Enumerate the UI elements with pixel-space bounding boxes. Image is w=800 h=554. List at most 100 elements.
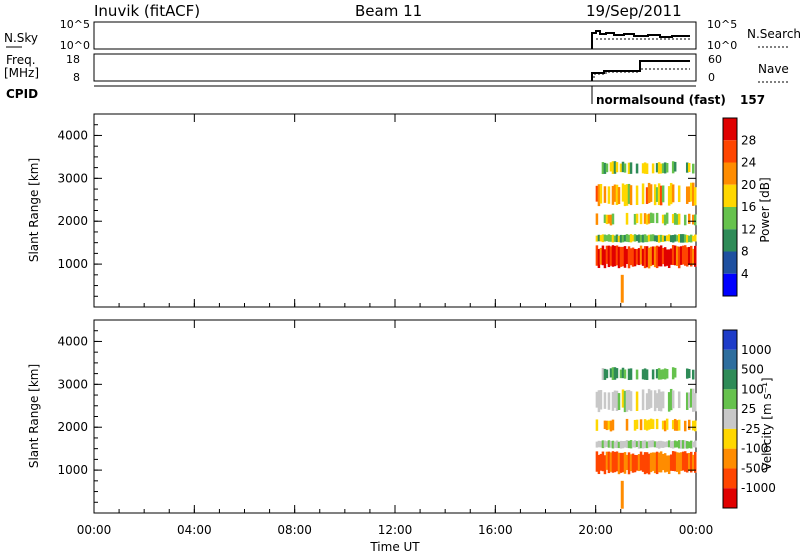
power-echo-cell [645, 163, 649, 174]
power-echo-cell [673, 245, 677, 266]
power-echo-cell [669, 182, 673, 205]
power-echo-cell [693, 214, 697, 226]
power-echo-cell [635, 163, 639, 174]
velocity-echo-cell [671, 390, 675, 409]
velocity-echo-cell [685, 392, 689, 410]
y-tick-label: 3000 [57, 171, 88, 185]
power-echo-cell [663, 162, 667, 174]
power-echo-cell [605, 245, 609, 264]
y-tick-label: 1000 [57, 463, 88, 477]
colorbar-tick-label: 500 [741, 363, 764, 377]
power-echo-cell [693, 187, 697, 206]
velocity-echo-cell [635, 455, 639, 471]
velocity-echo-cell [601, 451, 605, 472]
colorbar-tick-label: 28 [741, 133, 756, 147]
power-echo-cell [609, 234, 613, 242]
power-echo-cell [683, 234, 687, 243]
colorbar-segment [723, 448, 737, 469]
power-echo-cell [635, 235, 639, 242]
velocity-echo-cell [693, 393, 697, 412]
power-echo-cell [615, 234, 619, 243]
power-echo-cell [685, 186, 689, 204]
y-tick-label: 4000 [57, 128, 88, 142]
velocity-panel: 4000 3000 2000 1000 Slant Range [km] 1000 50… [27, 319, 776, 514]
power-echo-cell [665, 212, 669, 224]
power-echo-cell [619, 246, 623, 267]
velocity-ylabel: Slant Range [km] [27, 364, 41, 468]
noise-tick-low: 10^0 [60, 39, 90, 52]
power-echo-cell [627, 246, 631, 269]
power-ylabel: Slant Range [km] [27, 158, 41, 262]
velocity-echo-cell [603, 455, 607, 475]
velocity-echo-cell [617, 441, 621, 449]
velocity-echo-cell [659, 440, 663, 448]
velocity-echo-cell [615, 390, 619, 412]
velocity-echo-cell [675, 441, 679, 448]
power-echo-cell [643, 234, 647, 243]
velocity-echo-cell [645, 441, 649, 449]
velocity-echo-cell [691, 420, 695, 431]
velocity-echo-cell [677, 440, 681, 449]
colorbar-segment [723, 349, 737, 370]
power-echo-cell [687, 213, 691, 224]
power-echo-cell [609, 162, 613, 172]
power-echo-cell [677, 234, 681, 243]
power-echo-cell [667, 234, 671, 242]
power-echo-cell [645, 235, 649, 243]
colorbar-segment [723, 162, 737, 185]
velocity-echo-cell [655, 418, 659, 430]
power-echo-cell [693, 245, 697, 267]
power-echo-cell [673, 212, 677, 225]
velocity-echo-cell [691, 441, 695, 448]
power-echo-cell [665, 249, 669, 266]
power-echo-cell [613, 161, 617, 174]
power-echo-cell [659, 234, 663, 242]
velocity-echo-cell [671, 440, 675, 449]
velocity-echo-cell [665, 368, 669, 379]
power-echo-cell [687, 186, 691, 203]
power-echo-cell [675, 246, 679, 266]
velocity-echo-cell [603, 368, 607, 380]
velocity-echo-cell [677, 391, 681, 409]
colorbar-segment [723, 229, 737, 252]
power-y-ticks: 4000 3000 2000 1000 [57, 124, 696, 297]
power-echo-cell [631, 235, 635, 242]
power-echo-cell [641, 234, 645, 243]
velocity-echo-cell [651, 419, 655, 429]
velocity-echo-cell [603, 392, 607, 409]
velocity-echo-cell [611, 440, 615, 449]
velocity-echo-cell [655, 369, 659, 379]
velocity-echo-cell [647, 419, 651, 430]
power-echo-cell [611, 245, 615, 267]
velocity-echo-cell [655, 441, 659, 448]
velocity-echo-cell [665, 441, 669, 448]
velocity-echo-cell [687, 419, 691, 430]
colorbar-tick-label: -1000 [741, 481, 776, 495]
colorbar-segment [723, 140, 737, 163]
velocity-echo-cell [621, 452, 625, 473]
velocity-echo-cell [685, 441, 689, 449]
velocity-echo-cell [663, 368, 667, 380]
velocity-echo-cell [649, 390, 653, 408]
x-tick-label: 00:00 [77, 523, 112, 537]
power-echo-cell [665, 235, 669, 242]
power-echo-cell [653, 246, 657, 268]
velocity-echo-cell [667, 392, 671, 412]
x-tick-label: 12:00 [378, 523, 413, 537]
power-echo-cell [671, 234, 675, 243]
power-echo-cell [635, 185, 639, 206]
freq-label: Freq. [6, 53, 36, 67]
velocity-echo-cell [625, 418, 629, 431]
y-tick-label: 2000 [57, 214, 88, 228]
velocity-echo-cell [611, 367, 615, 380]
colorbar-frame [722, 117, 738, 297]
velocity-echo-cell [631, 453, 635, 473]
power-echo-cell [605, 163, 609, 173]
velocity-echo-cell [607, 451, 611, 474]
velocity-echo-cell [691, 454, 695, 471]
velocity-echo-cell [689, 388, 693, 408]
program-name: normalsound (fast) [596, 93, 726, 107]
velocity-echo-cell [653, 390, 657, 412]
power-echo-cell [683, 245, 687, 266]
velocity-echo-cell [669, 441, 673, 449]
